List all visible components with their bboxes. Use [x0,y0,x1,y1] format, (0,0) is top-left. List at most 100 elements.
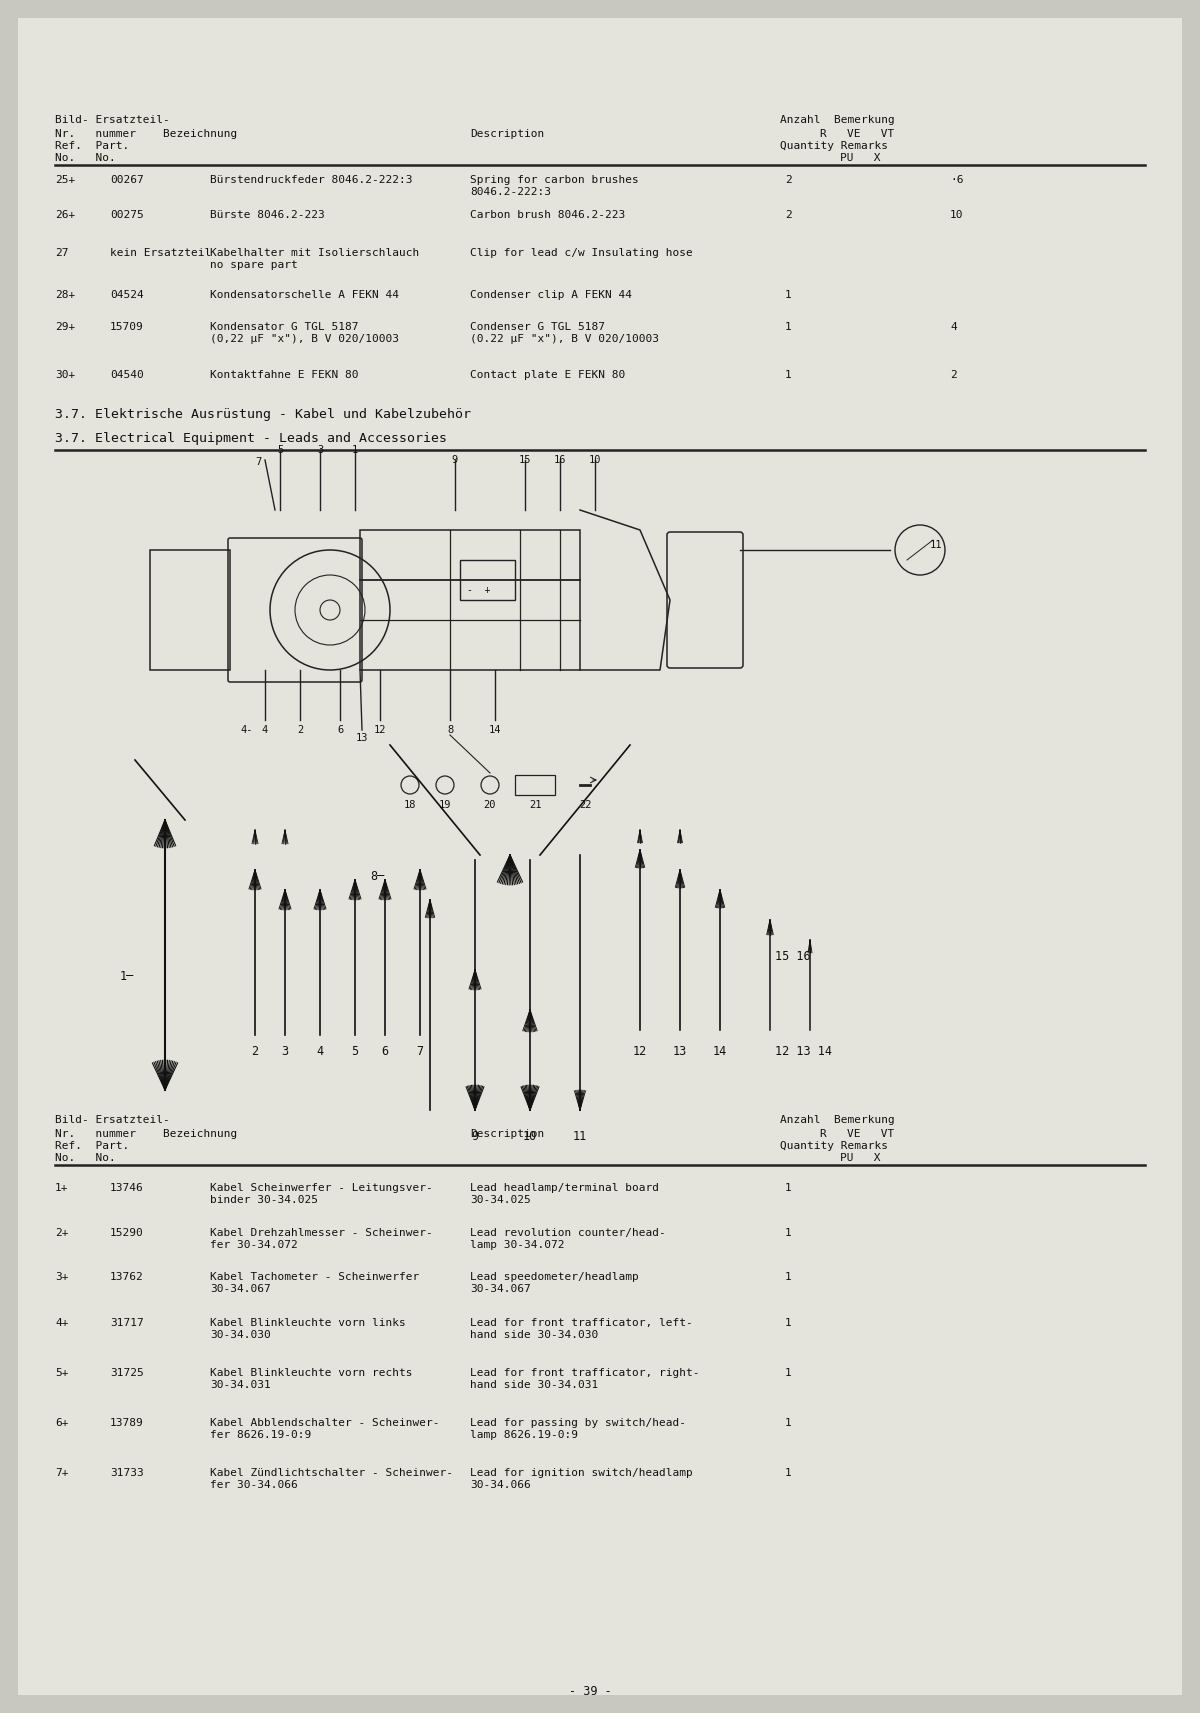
Text: No.   No.: No. No. [55,1153,115,1163]
Text: 2: 2 [296,725,304,735]
Text: 1: 1 [785,1468,792,1478]
Text: 13746: 13746 [110,1184,144,1192]
Text: 9: 9 [452,456,458,464]
Text: 31733: 31733 [110,1468,144,1478]
Text: 3+: 3+ [55,1273,68,1281]
Text: 00267: 00267 [110,175,144,185]
Text: Kabel Drehzahlmesser - Scheinwer-
fer 30-34.072: Kabel Drehzahlmesser - Scheinwer- fer 30… [210,1228,433,1249]
Text: Anzahl  Bemerkung: Anzahl Bemerkung [780,115,895,125]
Text: 12: 12 [632,1045,647,1059]
Text: 1: 1 [352,445,358,456]
Text: 8─: 8─ [370,870,384,882]
Text: 14: 14 [713,1045,727,1059]
Text: 2: 2 [252,1045,258,1059]
Text: Kabel Blinkleuchte vorn links
30-34.030: Kabel Blinkleuchte vorn links 30-34.030 [210,1317,406,1340]
Text: Condenser G TGL 5187
(0.22 µF "x"), B V 020/10003: Condenser G TGL 5187 (0.22 µF "x"), B V … [470,322,659,344]
Text: Description: Description [470,1129,545,1139]
Text: 27: 27 [55,248,68,259]
Text: Spring for carbon brushes
8046.2-222:3: Spring for carbon brushes 8046.2-222:3 [470,175,638,197]
Text: 4: 4 [317,1045,324,1059]
Text: 4: 4 [950,322,956,332]
Text: 4-: 4- [240,725,252,735]
Text: 13: 13 [673,1045,688,1059]
Text: 13762: 13762 [110,1273,144,1281]
Text: 28+: 28+ [55,289,76,300]
Text: 22: 22 [578,800,592,810]
Text: Kabel Scheinwerfer - Leitungsver-
binder 30-34.025: Kabel Scheinwerfer - Leitungsver- binder… [210,1184,433,1204]
Text: 20: 20 [484,800,497,810]
Text: 1+: 1+ [55,1184,68,1192]
Bar [150,550,230,670]
Bar [360,529,580,670]
Text: 04524: 04524 [110,289,144,300]
Text: 16: 16 [553,456,566,464]
Text: 04540: 04540 [110,370,144,380]
Text: 3.7. Elektrische Ausrüstung - Kabel und Kabelzubehör: 3.7. Elektrische Ausrüstung - Kabel und … [55,408,470,421]
Text: Lead for passing by switch/head-
lamp 8626.19-0:9: Lead for passing by switch/head- lamp 86… [470,1418,686,1439]
Text: Quantity Remarks: Quantity Remarks [780,140,888,151]
Text: 1: 1 [785,289,792,300]
Text: Bürstendruckfeder 8046.2-222:3: Bürstendruckfeder 8046.2-222:3 [210,175,413,185]
Text: 1─: 1─ [120,970,134,983]
Text: 7: 7 [254,457,262,468]
Text: 1: 1 [785,1273,792,1281]
Text: Kondensator G TGL 5187
(0,22 µF "x"), B V 020/10003: Kondensator G TGL 5187 (0,22 µF "x"), B … [210,322,398,344]
Text: Lead speedometer/headlamp
30-34.067: Lead speedometer/headlamp 30-34.067 [470,1273,638,1293]
Text: 00275: 00275 [110,211,144,219]
Text: Carbon brush 8046.2-223: Carbon brush 8046.2-223 [470,211,625,219]
Text: 31717: 31717 [110,1317,144,1328]
Text: Lead for front trafficator, left-
hand side 30-34.030: Lead for front trafficator, left- hand s… [470,1317,692,1340]
Text: Anzahl  Bemerkung: Anzahl Bemerkung [780,1115,895,1125]
Text: Nr.   nummer    Bezeichnung: Nr. nummer Bezeichnung [55,128,238,139]
Text: 5: 5 [352,1045,359,1059]
Text: 26+: 26+ [55,211,76,219]
Text: Kondensatorschelle A FEKN 44: Kondensatorschelle A FEKN 44 [210,289,398,300]
Text: 9: 9 [472,1131,479,1143]
Text: 8: 8 [446,725,454,735]
FancyBboxPatch shape [18,19,1182,1694]
Text: 1: 1 [785,370,792,380]
Text: Lead headlamp/terminal board
30-34.025: Lead headlamp/terminal board 30-34.025 [470,1184,659,1204]
Text: 15 16: 15 16 [775,951,811,963]
Text: No.   No.: No. No. [55,152,115,163]
Text: Description: Description [470,128,545,139]
Text: 6+: 6+ [55,1418,68,1429]
Text: Bürste 8046.2-223: Bürste 8046.2-223 [210,211,325,219]
Text: 1: 1 [785,322,792,332]
Text: -  +: - + [467,586,491,594]
Text: 10: 10 [950,211,964,219]
Text: 13789: 13789 [110,1418,144,1429]
Text: 12: 12 [373,725,386,735]
Text: Lead for front trafficator, right-
hand side 30-34.031: Lead for front trafficator, right- hand … [470,1369,700,1389]
Bar [460,560,515,600]
Text: 1: 1 [785,1228,792,1238]
Text: 1: 1 [785,1184,792,1192]
Text: 3: 3 [282,1045,288,1059]
Text: Kontaktfahne E FEKN 80: Kontaktfahne E FEKN 80 [210,370,359,380]
Text: Kabel Abblendschalter - Scheinwer-
fer 8626.19-0:9: Kabel Abblendschalter - Scheinwer- fer 8… [210,1418,439,1439]
Text: R   VE   VT: R VE VT [820,1129,894,1139]
Text: PU   X: PU X [840,152,881,163]
Text: 5: 5 [277,445,283,456]
Text: 12 13 14: 12 13 14 [775,1045,832,1059]
Text: - 39 -: - 39 - [569,1686,611,1698]
Text: 1: 1 [785,1369,792,1377]
Text: 3: 3 [317,445,323,456]
Text: Kabel Zündlichtschalter - Scheinwer-
fer 30-34.066: Kabel Zündlichtschalter - Scheinwer- fer… [210,1468,454,1490]
Text: 4: 4 [262,725,268,735]
Text: 29+: 29+ [55,322,76,332]
Text: 31725: 31725 [110,1369,144,1377]
Text: 18: 18 [403,800,416,810]
Text: Clip for lead c/w Insulating hose: Clip for lead c/w Insulating hose [470,248,692,259]
Text: Kabel Blinkleuchte vorn rechts
30-34.031: Kabel Blinkleuchte vorn rechts 30-34.031 [210,1369,413,1389]
Text: 1: 1 [785,1418,792,1429]
Text: Kabelhalter mit Isolierschlauch
no spare part: Kabelhalter mit Isolierschlauch no spare… [210,248,419,269]
Text: kein Ersatzteil: kein Ersatzteil [110,248,211,259]
Text: 4+: 4+ [55,1317,68,1328]
Text: 15: 15 [518,456,532,464]
Text: 11: 11 [572,1131,587,1143]
Text: 15290: 15290 [110,1228,144,1238]
Text: Quantity Remarks: Quantity Remarks [780,1141,888,1151]
Text: 2: 2 [785,211,792,219]
Text: Ref.  Part.: Ref. Part. [55,1141,130,1151]
